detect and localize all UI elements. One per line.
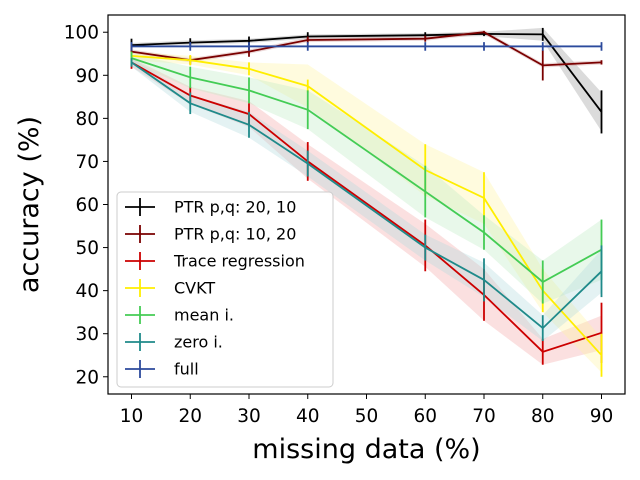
x-tick-label: 40	[296, 406, 320, 427]
series-lines	[130, 27, 603, 377]
y-tick-label: 40	[75, 281, 99, 302]
legend: PTR p,q: 20, 10 PTR p,q: 10, 20 Trace regr…	[116, 191, 334, 388]
x-tick-label: 60	[413, 406, 437, 427]
legend-label: mean i.	[174, 306, 234, 325]
x-tick-label: 20	[178, 406, 202, 427]
x-tick-label: 10	[120, 406, 144, 427]
y-tick-label: 30	[75, 324, 99, 345]
legend-box	[116, 191, 334, 388]
series-line-1	[131, 31, 602, 67]
series-line-5	[130, 61, 603, 330]
x-tick-label: 50	[355, 406, 379, 427]
series-line-3	[131, 55, 603, 356]
legend-label: PTR p,q: 10, 20	[174, 225, 296, 244]
legend-label: CVKT	[174, 279, 215, 298]
x-tick-label: 90	[590, 406, 614, 427]
y-tick-label: 70	[75, 152, 99, 173]
y-axis-ticks: 20 30 40 50 60 70 80 90 100	[64, 23, 108, 388]
y-tick-label: 90	[75, 66, 99, 87]
y-tick-label: 20	[75, 367, 99, 388]
x-tick-label: 30	[237, 406, 261, 427]
series-line-4	[131, 57, 602, 284]
series-line-2	[131, 61, 602, 353]
y-tick-label: 50	[75, 238, 99, 259]
series-line-0	[131, 32, 603, 113]
legend-label: zero i.	[174, 333, 223, 352]
band-series-3	[131, 51, 602, 373]
x-axis-label: missing data (%)	[252, 434, 480, 465]
y-tick-label: 100	[64, 23, 99, 44]
legend-label: full	[174, 360, 199, 379]
x-tick-label: 70	[472, 406, 496, 427]
legend-label: Trace regression	[173, 252, 305, 271]
y-axis-label: accuracy (%)	[14, 116, 45, 293]
y-tick-label: 60	[75, 195, 99, 216]
band-series-1	[131, 30, 602, 68]
y-tick-label: 80	[75, 109, 99, 130]
x-axis-ticks: 10 20 30 40 50 60 70 80 90	[120, 394, 614, 427]
x-tick-label: 80	[531, 406, 555, 427]
legend-label: PTR p,q: 20, 10	[174, 198, 296, 217]
